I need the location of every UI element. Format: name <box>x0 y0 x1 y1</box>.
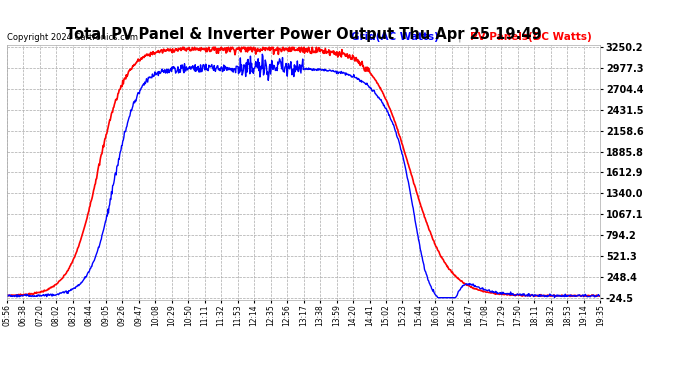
PV Panels(DC Watts) <box>466 284 474 289</box>
PV Panels(DC Watts) <box>265 45 273 50</box>
PV Panels(DC Watts) <box>411 184 419 189</box>
Grid(AC Watts) <box>466 282 475 286</box>
Text: Grid(AC Watts): Grid(AC Watts) <box>351 33 439 42</box>
Grid(AC Watts) <box>63 290 72 294</box>
PV Panels(DC Watts) <box>179 45 187 50</box>
Text: |: | <box>458 32 462 42</box>
Grid(AC Watts) <box>243 70 251 75</box>
Grid(AC Watts) <box>477 286 486 291</box>
Grid(AC Watts) <box>3 293 11 297</box>
Grid(AC Watts) <box>596 294 604 298</box>
PV Panels(DC Watts) <box>566 294 574 299</box>
Text: PV Panels(DC Watts): PV Panels(DC Watts) <box>470 33 591 42</box>
PV Panels(DC Watts) <box>63 268 72 273</box>
Grid(AC Watts) <box>258 52 266 57</box>
PV Panels(DC Watts) <box>244 50 252 54</box>
Text: Copyright 2024 Cartronics.com: Copyright 2024 Cartronics.com <box>7 33 138 42</box>
Title: Total PV Panel & Inverter Power Output Thu Apr 25 19:49: Total PV Panel & Inverter Power Output T… <box>66 27 542 42</box>
Grid(AC Watts) <box>411 218 419 222</box>
PV Panels(DC Watts) <box>3 292 11 297</box>
PV Panels(DC Watts) <box>596 294 604 298</box>
Grid(AC Watts) <box>434 296 442 300</box>
PV Panels(DC Watts) <box>477 288 485 293</box>
Line: Grid(AC Watts): Grid(AC Watts) <box>7 54 600 298</box>
Line: PV Panels(DC Watts): PV Panels(DC Watts) <box>7 47 600 297</box>
Grid(AC Watts) <box>265 73 273 77</box>
